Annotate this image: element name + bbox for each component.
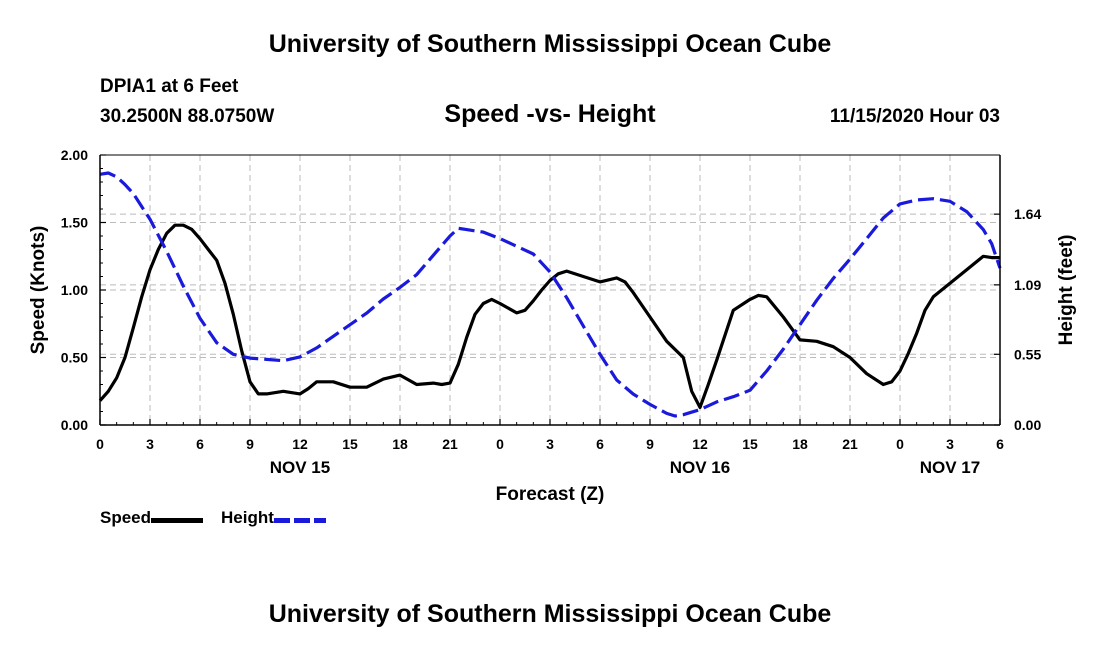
- x-tick-label: 9: [646, 436, 654, 452]
- date-label: NOV 15: [270, 458, 330, 477]
- series-line-speed: [98, 223, 1000, 409]
- y2-axis-title: Height (feet): [1056, 235, 1077, 346]
- x-tick-label: 15: [742, 436, 758, 452]
- series-layer: [98, 171, 1002, 418]
- y-tick-label: 1.50: [61, 215, 88, 231]
- date-label: NOV 16: [670, 458, 730, 477]
- x-tick-label: 18: [792, 436, 808, 452]
- chart-title: Speed -vs- Height: [444, 100, 656, 128]
- legend-height-swatch: [273, 517, 326, 523]
- x-tick-label: 6: [196, 436, 204, 452]
- y2-tick-label: 1.09: [1014, 277, 1041, 293]
- x-tick-label: 21: [442, 436, 458, 452]
- legend-height-label: Height: [221, 508, 274, 527]
- axes: [99, 154, 1001, 426]
- x-tick-label: 21: [842, 436, 858, 452]
- legend: Speed Height: [100, 508, 326, 528]
- x-tick-label: 18: [392, 436, 408, 452]
- x-tick-label: 6: [596, 436, 604, 452]
- x-tick-label: 0: [96, 436, 104, 452]
- legend-speed-label: Speed: [100, 508, 152, 527]
- x-axis-title: Forecast (Z): [496, 484, 605, 505]
- grid: [100, 155, 1000, 425]
- station-label: DPIA1 at 6 Feet: [100, 76, 239, 97]
- x-tick-label: 3: [546, 436, 554, 452]
- x-tick-label: 3: [146, 436, 154, 452]
- y-axis-title: Speed (Knots): [28, 226, 49, 355]
- report-title-bottom: University of Southern Mississippi Ocean…: [268, 600, 832, 628]
- axis-labels: 0 3 6 9 12 15 18 21 0 3 6 9 12 15 18 21 0 3 6 NOV 15 NOV 16 N…: [28, 147, 1077, 505]
- y2-tick-label: 0.55: [1014, 346, 1041, 362]
- y-tick-label: 2.00: [61, 147, 88, 163]
- y2-tick-label: 0.00: [1014, 417, 1041, 433]
- y-tick-label: 0.50: [61, 350, 88, 366]
- coordinates-label: 30.2500N 88.0750W: [100, 106, 275, 127]
- y2-tick-label: 1.64: [1014, 206, 1041, 222]
- x-tick-label: 0: [896, 436, 904, 452]
- y-tick-label: 0.00: [61, 417, 88, 433]
- x-tick-label: 3: [946, 436, 954, 452]
- report-title-top: University of Southern Mississippi Ocean…: [268, 30, 832, 58]
- date-label: NOV 17: [920, 458, 980, 477]
- x-tick-label: 6: [996, 436, 1004, 452]
- x-tick-label: 0: [496, 436, 504, 452]
- x-tick-label: 12: [692, 436, 708, 452]
- x-tick-label: 15: [342, 436, 358, 452]
- x-tick-label: 12: [292, 436, 308, 452]
- legend-speed-swatch: [151, 517, 204, 523]
- y-tick-label: 1.00: [61, 282, 88, 298]
- series-line-height: [99, 171, 1002, 418]
- datetime-label: 11/15/2020 Hour 03: [829, 106, 1000, 127]
- x-tick-label: 9: [246, 436, 254, 452]
